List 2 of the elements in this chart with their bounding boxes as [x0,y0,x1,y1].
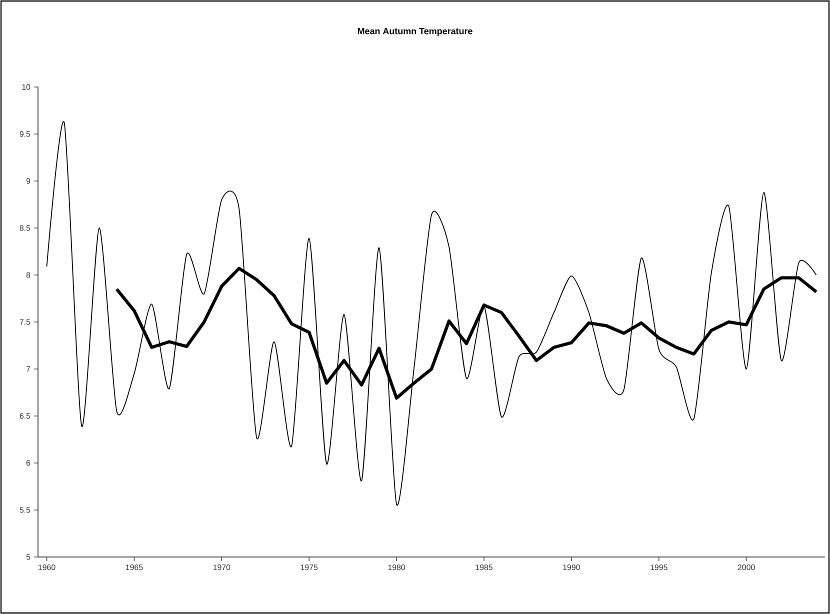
chart-title: Mean Autumn Temperature [358,28,472,36]
line-series [46,122,817,505]
